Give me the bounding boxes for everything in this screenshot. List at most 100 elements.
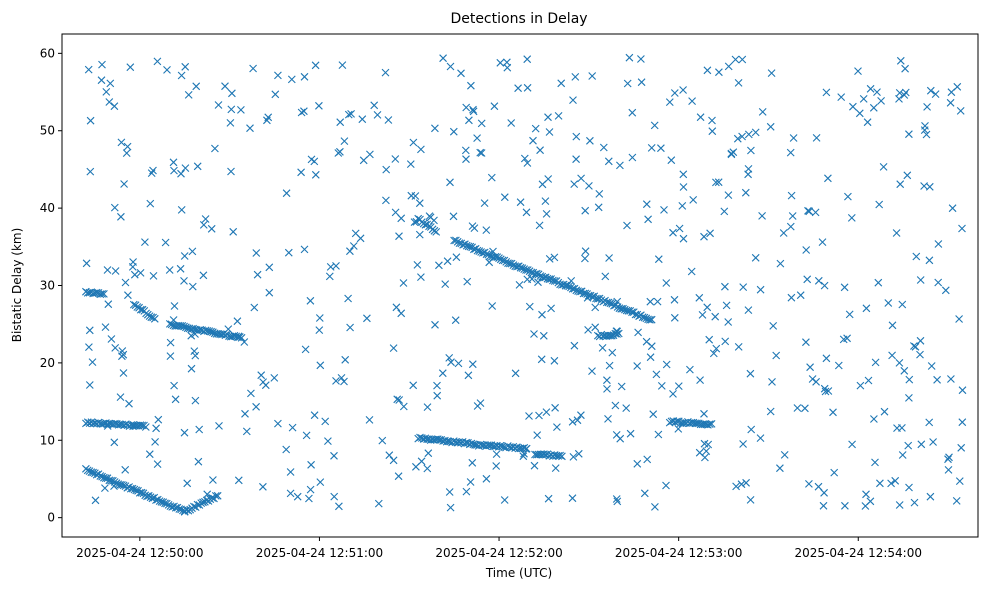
detection-point xyxy=(525,302,534,311)
detection-point xyxy=(445,488,454,496)
detection-point xyxy=(395,232,403,241)
detection-point xyxy=(392,303,401,312)
detection-point xyxy=(926,492,935,501)
detection-point xyxy=(679,86,687,94)
detection-point xyxy=(644,215,652,224)
detection-point xyxy=(669,228,677,237)
detection-point xyxy=(86,167,95,176)
detection-point xyxy=(522,208,531,217)
detection-point xyxy=(571,73,580,81)
detection-point xyxy=(221,82,229,91)
detection-point xyxy=(945,453,953,462)
detection-point xyxy=(445,354,454,362)
detection-point xyxy=(137,488,146,497)
detection-point xyxy=(110,102,119,111)
detection-point xyxy=(199,221,208,229)
detection-point xyxy=(306,485,315,494)
detection-point xyxy=(242,427,251,436)
detection-point xyxy=(646,315,654,324)
detection-point xyxy=(171,395,180,404)
x-tick-label: 2025-04-24 12:54:00 xyxy=(795,546,922,560)
detection-point xyxy=(534,278,542,287)
detection-point xyxy=(228,89,236,98)
detection-point xyxy=(948,204,957,213)
detection-point xyxy=(469,107,478,116)
detection-point xyxy=(389,344,398,352)
detection-point xyxy=(535,411,543,420)
detection-point xyxy=(734,343,743,351)
detection-point xyxy=(732,482,740,491)
detection-point xyxy=(130,270,139,279)
detection-point xyxy=(457,69,465,78)
detection-point xyxy=(477,119,486,128)
detection-point xyxy=(957,443,966,452)
detection-point xyxy=(515,281,524,289)
detection-point xyxy=(637,55,645,63)
detection-point xyxy=(662,360,671,369)
detection-point xyxy=(803,275,812,284)
detection-point xyxy=(97,76,106,85)
detection-point xyxy=(866,84,875,93)
y-tick-label: 10 xyxy=(40,433,55,447)
detection-point xyxy=(487,173,496,182)
detection-point xyxy=(85,343,93,351)
detection-point xyxy=(523,83,532,92)
detection-point xyxy=(903,171,912,180)
detection-point xyxy=(103,266,112,274)
detection-point xyxy=(315,314,324,322)
detection-point xyxy=(249,64,257,73)
detection-point xyxy=(191,351,200,360)
detection-point xyxy=(766,407,775,416)
detection-point xyxy=(163,66,171,74)
detection-point xyxy=(522,444,531,453)
detection-point xyxy=(180,252,189,260)
detection-point xyxy=(382,165,391,174)
detection-point xyxy=(177,71,186,80)
detection-point xyxy=(282,445,291,454)
detection-point xyxy=(211,144,219,153)
detection-point xyxy=(91,496,100,505)
detection-point xyxy=(301,345,310,354)
detection-point xyxy=(520,449,528,458)
detection-point xyxy=(662,279,671,287)
detection-point xyxy=(703,66,712,75)
x-tick-label: 2025-04-24 12:53:00 xyxy=(615,546,742,560)
detection-point xyxy=(213,491,222,500)
detection-point xyxy=(188,247,197,256)
detection-point xyxy=(855,109,864,118)
detection-point xyxy=(123,142,132,151)
detection-point xyxy=(688,97,696,105)
detection-point xyxy=(554,112,563,120)
detection-point xyxy=(920,126,929,134)
detection-point xyxy=(98,60,106,69)
detection-point xyxy=(307,460,315,469)
detection-point xyxy=(252,402,260,411)
detection-point xyxy=(183,479,192,488)
detection-point xyxy=(431,320,439,329)
detection-point xyxy=(208,494,217,502)
detection-point xyxy=(335,502,343,511)
detection-point xyxy=(577,411,585,420)
detection-point xyxy=(129,300,138,309)
detection-point xyxy=(646,297,655,306)
detection-point xyxy=(89,468,97,477)
detection-point xyxy=(545,128,554,136)
detection-point xyxy=(700,409,708,418)
detection-point xyxy=(538,310,546,319)
detection-point xyxy=(877,97,885,105)
detection-point xyxy=(446,178,454,187)
detection-point xyxy=(558,452,566,461)
detection-point xyxy=(576,287,584,296)
detection-point xyxy=(237,106,245,114)
detection-point xyxy=(209,476,217,484)
detection-point xyxy=(493,253,502,261)
detection-point xyxy=(744,165,753,173)
detection-point xyxy=(611,401,620,410)
detection-point xyxy=(712,178,720,187)
detection-point xyxy=(503,58,511,67)
detection-point xyxy=(871,458,879,467)
detection-point xyxy=(85,381,94,389)
detection-point xyxy=(591,303,600,312)
detection-point xyxy=(516,198,525,207)
detection-point xyxy=(551,464,560,472)
